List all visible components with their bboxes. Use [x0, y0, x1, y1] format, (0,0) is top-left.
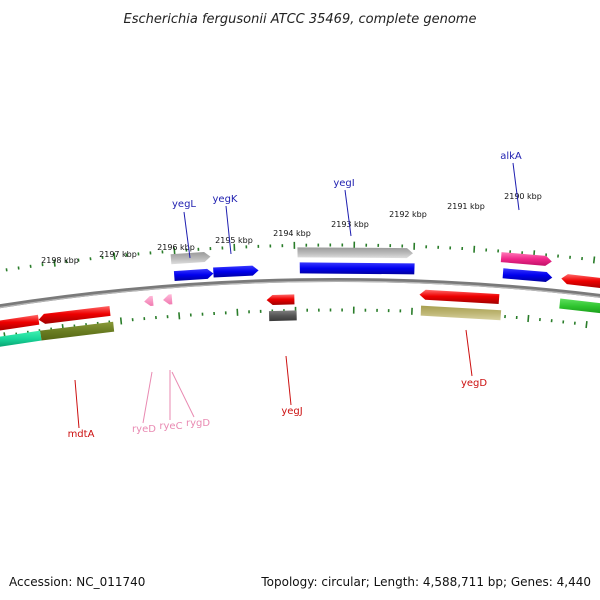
reverse-tick-mark [53, 259, 56, 267]
gene-labels: yegL yegK yegI alkA mdtA ryeD ryeC rygD yegJ yegD [68, 151, 522, 440]
mdtA-cds [40, 321, 115, 341]
scale-label: 2197 kbp [99, 250, 137, 259]
topology-text: Topology: circular; Length: 4,588,711 bp… [260, 575, 591, 589]
ryeC-rna [163, 294, 173, 305]
yegJ-cds [268, 310, 297, 322]
reverse-tick-mark [113, 252, 116, 260]
scale-labels: 2198 kbp 2197 kbp 2196 kbp 2195 kbp 2194 kbp… [41, 192, 542, 265]
gene-label-yegL[interactable]: yegL [172, 199, 196, 210]
reverse-tick-mark [173, 247, 176, 255]
rygD-leader-line [171, 371, 195, 418]
yegK-cds [213, 265, 259, 278]
forward-tick-mark [585, 321, 588, 329]
reverse-tick-mark [592, 256, 596, 264]
genome-backbone-highlight [0, 280, 600, 309]
scale-label: 2190 kbp [504, 192, 542, 201]
gene-label-alkA[interactable]: alkA [500, 151, 522, 162]
gene-label-ryeD[interactable]: ryeD [132, 424, 156, 435]
yegJ-gene [266, 294, 295, 305]
gene-label-rygD[interactable]: rygD [186, 418, 210, 429]
genome-backbone [0, 278, 600, 309]
next-cds [559, 298, 600, 314]
left-gene [0, 314, 40, 331]
yegL-leader-line [183, 211, 191, 259]
gene-label-ryeC[interactable]: ryeC [159, 421, 182, 432]
yegK-leader-line [225, 205, 232, 255]
yegI-gene [297, 247, 413, 259]
scale-label: 2194 kbp [273, 229, 311, 238]
yegI-leader-line [344, 189, 352, 237]
gene-label-yegK[interactable]: yegK [213, 194, 238, 205]
scale-label: 2191 kbp [447, 202, 485, 211]
scale-label: 2198 kbp [41, 256, 79, 265]
next-gene [561, 274, 600, 288]
accession-text: Accession: NC_011740 [9, 575, 145, 589]
forward-tick-mark [119, 317, 123, 325]
yegJ-leader-line [285, 355, 292, 406]
gene-features [0, 247, 600, 347]
map-title: Escherichia fergusonii ATCC 35469, compl… [124, 12, 477, 27]
ryeD-rna [144, 295, 154, 307]
scale-label: 2195 kbp [215, 236, 253, 245]
mdtA-leader-line [74, 379, 80, 429]
forward-tick-mark [527, 314, 530, 323]
gene-label-yegJ[interactable]: yegJ [281, 406, 302, 417]
gene-label-mdtA[interactable]: mdtA [68, 429, 95, 440]
yegD-leader-line [465, 329, 473, 377]
yegD-gene [419, 289, 500, 305]
mdtA-gene [38, 305, 111, 324]
alkA-gene [500, 252, 552, 266]
yegL-gene [170, 251, 211, 265]
scale-label: 2192 kbp [389, 210, 427, 219]
gene-label-yegD[interactable]: yegD [461, 378, 487, 389]
yegI-cds [299, 262, 415, 275]
ryeD-leader-line [142, 371, 153, 424]
forward-tick-mark [178, 312, 181, 320]
left-cds [0, 330, 42, 347]
scale-label: 2196 kbp [157, 243, 195, 252]
gene-label-yegI[interactable]: yegI [333, 178, 354, 189]
yegL-cds [173, 268, 214, 282]
alkA-leader-line [512, 162, 520, 211]
yegD-cds [420, 305, 502, 321]
alkA-cds [502, 268, 553, 282]
